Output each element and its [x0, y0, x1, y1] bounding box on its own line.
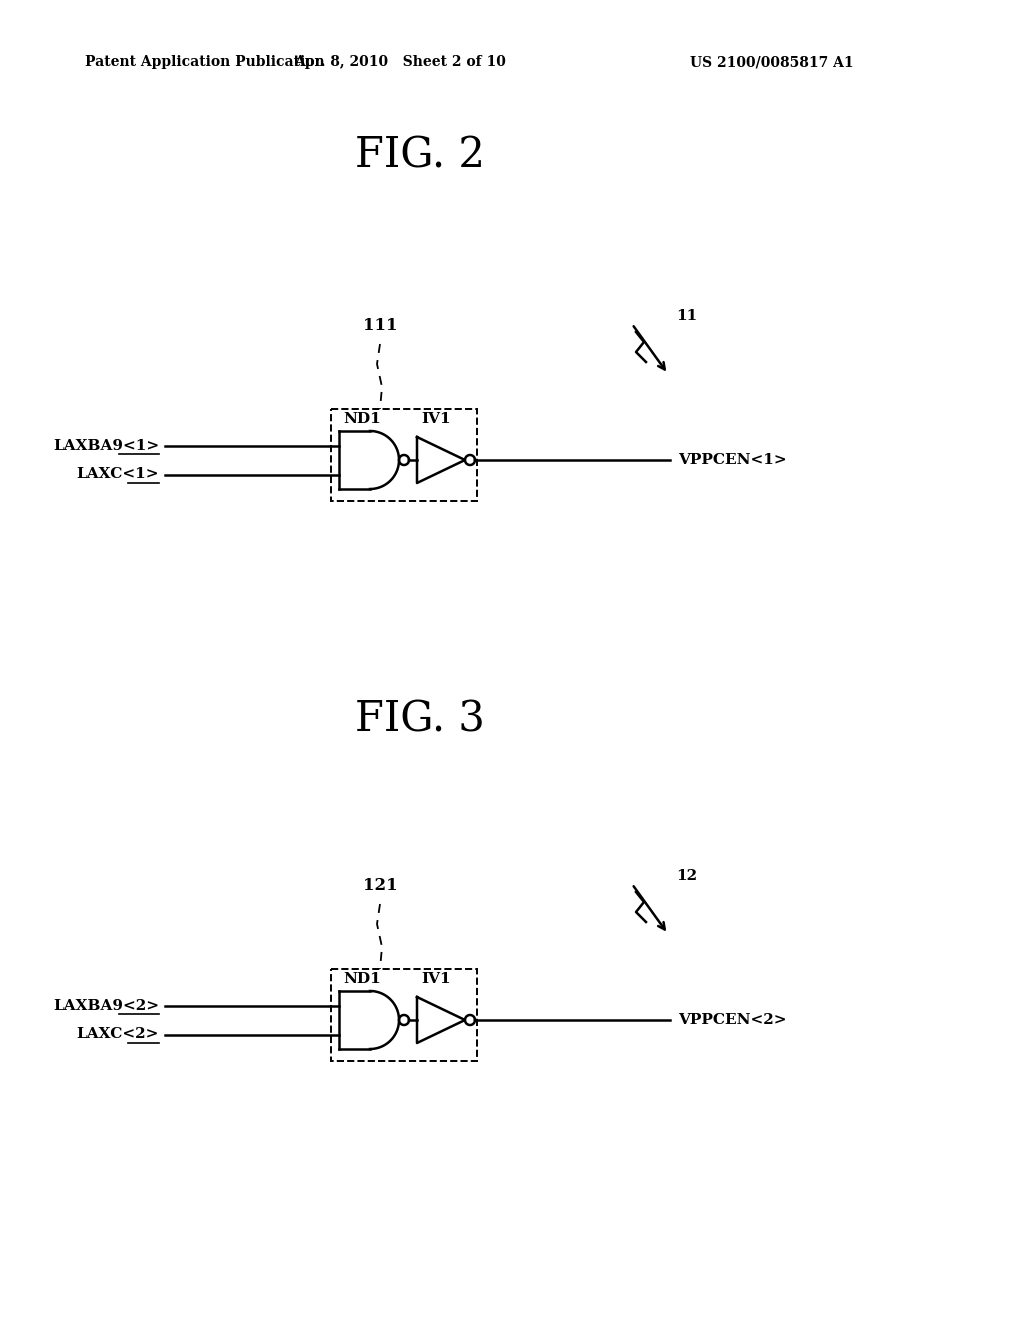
Text: 11: 11: [676, 309, 697, 323]
Text: LAXC<2>: LAXC<2>: [77, 1027, 159, 1041]
Text: FIG. 2: FIG. 2: [355, 135, 485, 176]
Text: VPPCEN<1>: VPPCEN<1>: [678, 453, 786, 467]
Text: FIG. 3: FIG. 3: [355, 700, 485, 741]
Text: 111: 111: [362, 317, 397, 334]
Text: IV1: IV1: [421, 412, 451, 426]
Text: LAXBA9<1>: LAXBA9<1>: [53, 438, 159, 453]
Text: ND1: ND1: [343, 412, 381, 426]
Text: LAXC<1>: LAXC<1>: [77, 467, 159, 482]
Text: ND1: ND1: [343, 972, 381, 986]
Bar: [331, 969, 477, 1061]
Text: US 2100/0085817 A1: US 2100/0085817 A1: [690, 55, 854, 69]
Text: IV1: IV1: [421, 972, 451, 986]
Text: 12: 12: [676, 869, 697, 883]
Text: 121: 121: [362, 876, 397, 894]
Text: LAXBA9<2>: LAXBA9<2>: [53, 998, 159, 1012]
Text: Patent Application Publication: Patent Application Publication: [85, 55, 325, 69]
Bar: [331, 409, 477, 502]
Text: Apr. 8, 2010   Sheet 2 of 10: Apr. 8, 2010 Sheet 2 of 10: [294, 55, 506, 69]
Text: VPPCEN<2>: VPPCEN<2>: [678, 1012, 786, 1027]
